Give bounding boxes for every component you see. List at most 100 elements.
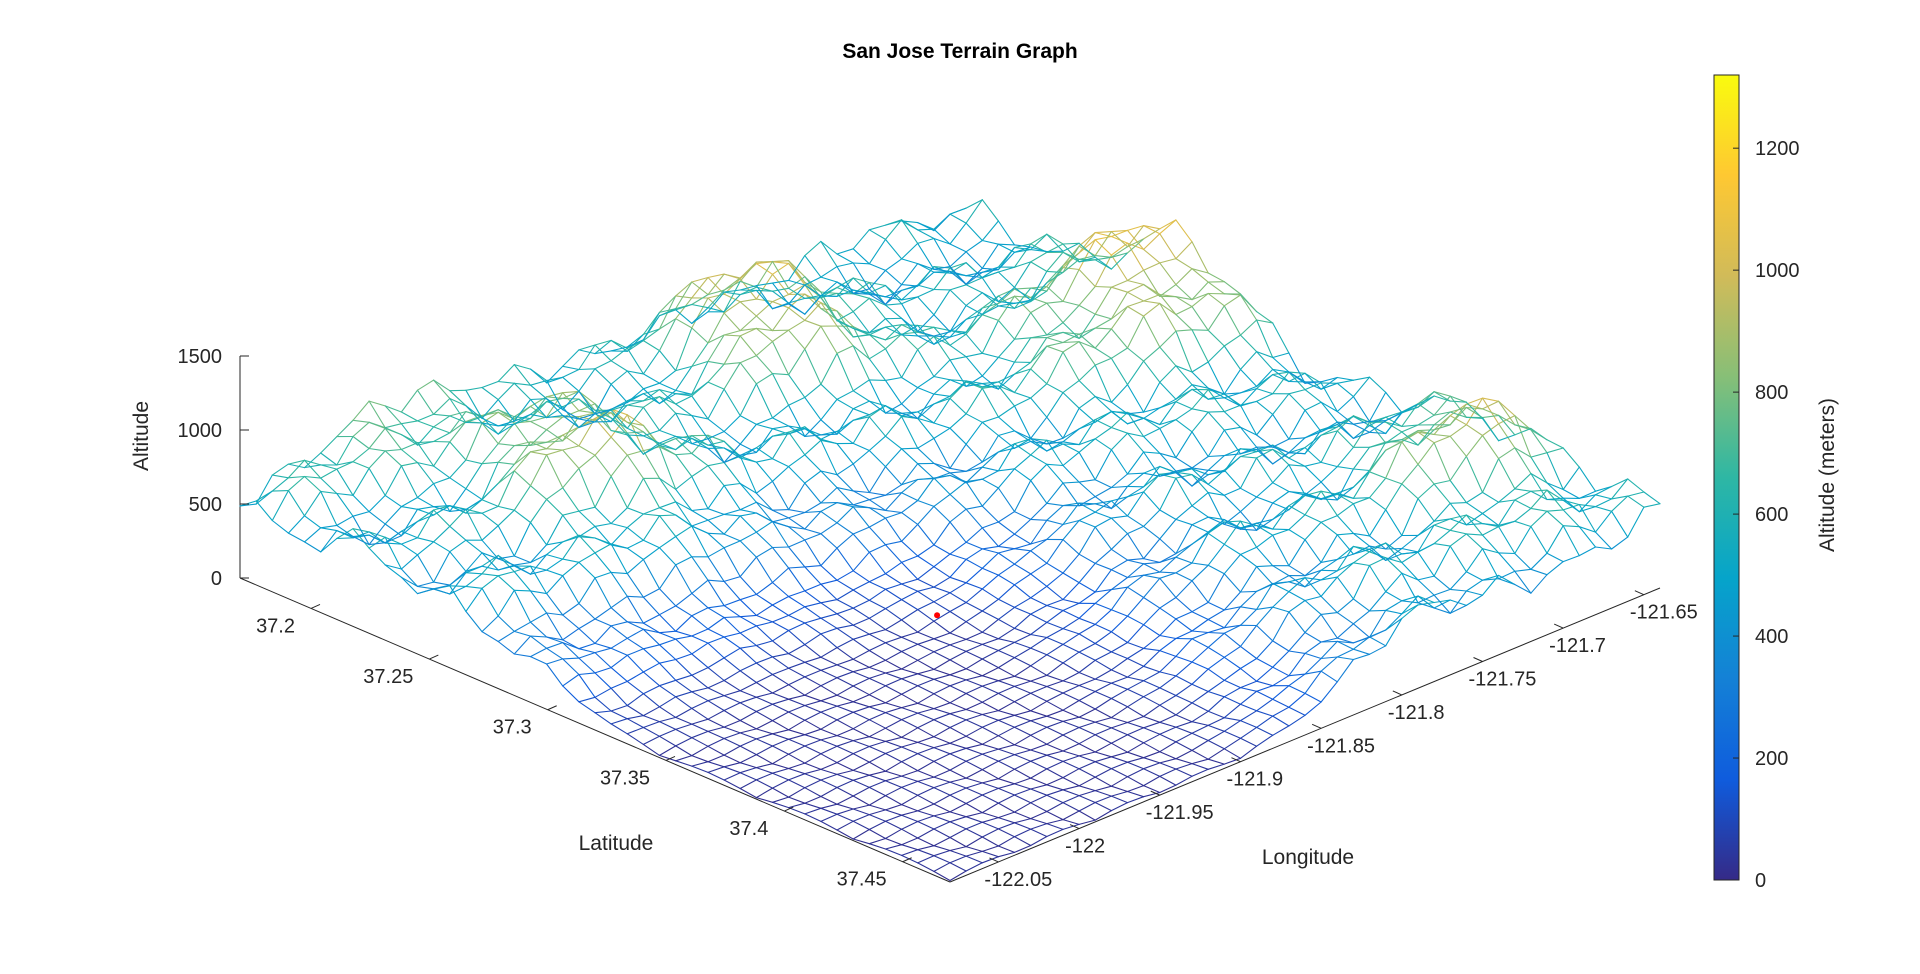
surface-mesh-line: [1368, 477, 1387, 499]
surface-mesh-line: [562, 449, 580, 469]
surface-mesh-line: [1062, 802, 1080, 812]
surface-mesh-line: [1030, 685, 1048, 694]
surface-mesh-line: [578, 349, 596, 355]
longitude-tick-label: -121.8: [1388, 702, 1445, 724]
surface-mesh-line: [788, 719, 806, 731]
surface-mesh-line: [981, 802, 999, 814]
surface-mesh-line: [529, 380, 548, 386]
surface-mesh-line: [320, 464, 338, 470]
surface-mesh-line: [481, 422, 499, 445]
surface-mesh-line: [1013, 361, 1032, 375]
surface-mesh-line: [691, 294, 709, 306]
surface-mesh-line: [449, 509, 467, 512]
surface-mesh-line: [626, 370, 644, 375]
surface-mesh-line: [1207, 564, 1225, 575]
surface-mesh-line: [546, 575, 564, 595]
surface-mesh-line: [1143, 346, 1161, 362]
surface-mesh-line: [981, 850, 999, 858]
surface-mesh-line: [481, 505, 499, 514]
surface-mesh-line: [642, 596, 661, 616]
surface-mesh-line: [642, 435, 661, 444]
surface-mesh-line: [755, 728, 774, 735]
surface-mesh-line: [675, 535, 693, 558]
surface-mesh-line: [1401, 403, 1419, 427]
surface-mesh-line: [884, 814, 903, 822]
surface-mesh-line: [820, 677, 838, 687]
surface-mesh-line: [1433, 575, 1451, 590]
surface-mesh-line: [691, 730, 709, 739]
surface-mesh-line: [1223, 469, 1242, 489]
surface-mesh-line: [1110, 496, 1129, 502]
surface-mesh-line: [1336, 421, 1354, 439]
surface-mesh-line: [1175, 467, 1193, 472]
surface-mesh-line: [1272, 509, 1290, 520]
surface-mesh-line: [1465, 406, 1484, 410]
surface-mesh-line: [804, 606, 822, 619]
surface-mesh-line: [1094, 410, 1112, 423]
surface-mesh-line: [868, 499, 887, 511]
surface-mesh-line: [594, 360, 612, 370]
surface-mesh-line: [433, 509, 451, 527]
surface-mesh-line: [707, 607, 725, 619]
surface-mesh-line: [691, 415, 709, 440]
surface-mesh-line: [1207, 387, 1225, 399]
surface-mesh-line: [658, 614, 677, 632]
surface-mesh-line: [852, 292, 870, 295]
surface-mesh-line: [723, 772, 741, 781]
surface-mesh-line: [884, 837, 903, 846]
surface-mesh-line: [933, 268, 951, 272]
surface-mesh-line: [1030, 285, 1048, 289]
surface-mesh-line: [997, 487, 1016, 513]
surface-mesh-line: [1126, 624, 1145, 644]
surface-mesh-line: [723, 632, 741, 638]
surface-mesh-line: [917, 760, 935, 772]
surface-mesh-line: [1320, 515, 1338, 523]
surface-mesh-line: [707, 289, 725, 309]
surface-mesh-line: [1110, 473, 1129, 489]
surface-mesh-line: [739, 728, 757, 734]
surface-mesh-line: [981, 271, 999, 279]
surface-mesh-line: [884, 678, 903, 687]
surface-mesh-line: [1175, 556, 1193, 564]
surface-mesh-line: [788, 762, 806, 770]
surface-mesh-line: [1336, 562, 1354, 572]
surface-mesh-line: [1304, 389, 1322, 403]
surface-mesh-line: [804, 294, 822, 299]
surface-mesh-line: [707, 461, 725, 467]
surface-mesh-line: [1078, 438, 1096, 446]
surface-mesh-line: [1223, 748, 1242, 759]
surface-mesh-line: [1223, 455, 1242, 472]
surface-mesh-line: [610, 571, 628, 575]
surface-mesh-line: [771, 273, 790, 296]
surface-mesh-line: [933, 674, 951, 680]
surface-mesh-line: [562, 536, 580, 543]
latitude-tick: [547, 705, 557, 711]
surface-mesh-line: [997, 783, 1016, 789]
surface-mesh-line: [1110, 229, 1129, 238]
surface-mesh-line: [1110, 790, 1129, 797]
surface-mesh-line: [1417, 520, 1435, 536]
surface-mesh-line: [1272, 490, 1290, 504]
surface-mesh-line: [465, 585, 483, 589]
surface-mesh-line: [1514, 488, 1532, 492]
surface-mesh-line: [707, 430, 725, 440]
surface-mesh-line: [1126, 706, 1145, 718]
surface-mesh-line: [1223, 393, 1242, 407]
surface-mesh-line: [691, 674, 709, 689]
surface-mesh-line: [1126, 715, 1145, 724]
surface-mesh-line: [691, 307, 709, 324]
surface-mesh-line: [1046, 621, 1064, 630]
surface-mesh-line: [771, 417, 790, 427]
surface-mesh-line: [481, 539, 499, 560]
surface-mesh-line: [1159, 758, 1177, 764]
surface-mesh-line: [836, 570, 854, 581]
surface-mesh-line: [610, 429, 628, 436]
surface-mesh-line: [707, 579, 725, 582]
surface-mesh-line: [1046, 636, 1064, 645]
surface-mesh-line: [1223, 368, 1242, 395]
surface-mesh-line: [416, 581, 435, 587]
surface-mesh-line: [981, 352, 999, 358]
surface-mesh-line: [723, 461, 741, 485]
surface-mesh-line: [1272, 528, 1290, 531]
surface-mesh-line: [1594, 546, 1613, 550]
